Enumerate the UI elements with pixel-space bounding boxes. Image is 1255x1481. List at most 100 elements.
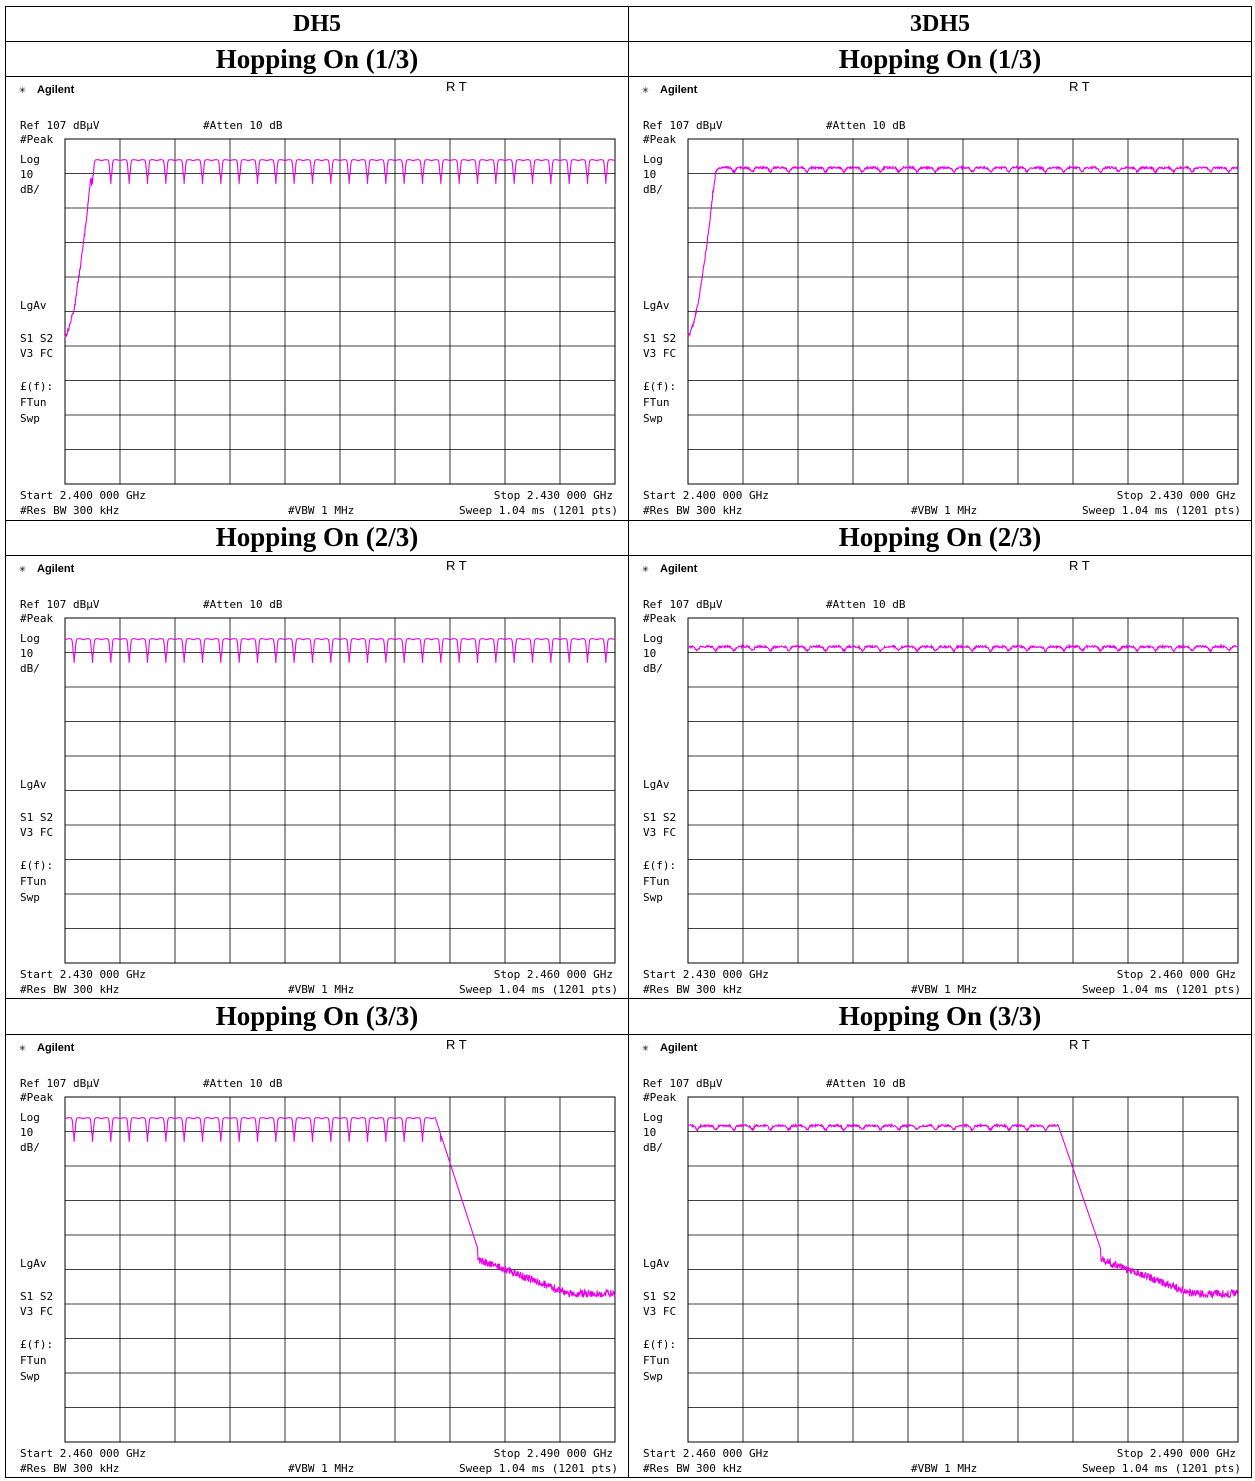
mode-label: R T (446, 79, 467, 94)
scale-unit-label: dB/ (643, 183, 663, 196)
rbw-label: #Res BW 300 kHz (20, 983, 119, 996)
start-frequency-label: Start 2.460 000 GHz (20, 1447, 146, 1460)
spectrum-plot-dh5-1: ✳ Agilent R T Ref 107 dBµV #Atten 10 dB #Peak… (5, 76, 629, 521)
scale-value-label: 10 (20, 647, 33, 660)
spectrum-trace-line (64, 159, 616, 338)
ref-level-label: Ref 107 dBµV (643, 1077, 723, 1090)
ffun-label: £(f): (20, 859, 53, 872)
ffun-label: £(f): (643, 1338, 676, 1351)
row-title-dh5-3: Hopping On (3/3) (5, 998, 629, 1035)
peak-label: #Peak (643, 612, 676, 625)
sweep-label: Sweep 1.04 ms (1201 pts) (459, 983, 618, 996)
swp-label: Swp (20, 412, 40, 425)
stop-frequency-label: Stop 2.460 000 GHz (1117, 968, 1236, 981)
column-header-3dh5: 3DH5 (628, 5, 1252, 43)
brand-label: Agilent (660, 1042, 698, 1054)
scale-value-label: 10 (643, 1126, 656, 1139)
rbw-label: #Res BW 300 kHz (20, 1462, 119, 1475)
mode-label: R T (446, 558, 467, 573)
rbw-label: #Res BW 300 kHz (643, 1462, 742, 1475)
scale-value-label: 10 (643, 647, 656, 660)
brand-label: Agilent (37, 563, 75, 575)
spectrum-trace-line (64, 1116, 616, 1298)
scale-unit-label: dB/ (20, 1141, 40, 1154)
spectrum-plot-dh5-3: ✳ Agilent R T Ref 107 dBµV #Atten 10 dB #Peak… (5, 1033, 629, 1479)
agilent-logo-icon: ✳ (642, 1041, 649, 1054)
s1s2-label: S1 S2 (20, 332, 53, 345)
atten-label: #Atten 10 dB (203, 1077, 283, 1090)
swp-label: Swp (643, 1370, 663, 1383)
sweep-label: Sweep 1.04 ms (1201 pts) (1082, 983, 1241, 996)
s1s2-label: S1 S2 (20, 1290, 53, 1303)
ftun-label: FTun (20, 875, 47, 888)
v3fc-label: V3 FC (20, 347, 53, 360)
mode-label: R T (1069, 79, 1090, 94)
agilent-logo-icon: ✳ (19, 83, 26, 96)
atten-label: #Atten 10 dB (826, 1077, 906, 1090)
scale-unit-label: dB/ (20, 183, 40, 196)
swp-label: Swp (20, 891, 40, 904)
mode-label: R T (446, 1037, 467, 1052)
s1s2-label: S1 S2 (643, 332, 676, 345)
ftun-label: FTun (643, 396, 670, 409)
peak-label: #Peak (20, 1091, 53, 1104)
start-frequency-label: Start 2.430 000 GHz (20, 968, 146, 981)
brand-label: Agilent (660, 84, 698, 96)
s1s2-label: S1 S2 (643, 811, 676, 824)
swp-label: Swp (20, 1370, 40, 1383)
stop-frequency-label: Stop 2.430 000 GHz (1117, 489, 1236, 502)
agilent-logo-icon: ✳ (19, 1041, 26, 1054)
stop-frequency-label: Stop 2.430 000 GHz (494, 489, 613, 502)
log-label: Log (20, 1111, 40, 1124)
agilent-logo-icon: ✳ (642, 83, 649, 96)
ffun-label: £(f): (643, 859, 676, 872)
v3fc-label: V3 FC (20, 1305, 53, 1318)
row-title-3dh5-3: Hopping On (3/3) (628, 998, 1252, 1035)
log-label: Log (643, 1111, 663, 1124)
s1s2-label: S1 S2 (20, 811, 53, 824)
stop-frequency-label: Stop 2.460 000 GHz (494, 968, 613, 981)
ftun-label: FTun (20, 396, 47, 409)
vbw-label: #VBW 1 MHz (288, 504, 354, 517)
sweep-label: Sweep 1.04 ms (1201 pts) (1082, 1462, 1241, 1475)
agilent-logo-icon: ✳ (19, 562, 26, 575)
brand-label: Agilent (37, 1042, 75, 1054)
spectrum-trace-line (64, 638, 616, 663)
v3fc-label: V3 FC (643, 1305, 676, 1318)
ffun-label: £(f): (643, 380, 676, 393)
vbw-label: #VBW 1 MHz (288, 1462, 354, 1475)
stop-frequency-label: Stop 2.490 000 GHz (494, 1447, 613, 1460)
spectrum-plot-3dh5-1: ✳ Agilent R T Ref 107 dBµV #Atten 10 dB #Peak… (628, 76, 1252, 521)
mode-label: R T (1069, 558, 1090, 573)
spectrum-trace-line (687, 643, 1239, 654)
ffun-label: £(f): (20, 1338, 53, 1351)
rbw-label: #Res BW 300 kHz (643, 504, 742, 517)
lgav-label: LgAv (20, 1257, 47, 1270)
scale-unit-label: dB/ (643, 662, 663, 675)
start-frequency-label: Start 2.400 000 GHz (643, 489, 769, 502)
ref-level-label: Ref 107 dBµV (643, 598, 723, 611)
swp-label: Swp (643, 412, 663, 425)
atten-label: #Atten 10 dB (826, 119, 906, 132)
v3fc-label: V3 FC (20, 826, 53, 839)
ffun-label: £(f): (20, 380, 53, 393)
rbw-label: #Res BW 300 kHz (20, 504, 119, 517)
scale-value-label: 10 (643, 168, 656, 181)
log-label: Log (20, 153, 40, 166)
scale-value-label: 10 (20, 1126, 33, 1139)
row-title-3dh5-2: Hopping On (2/3) (628, 519, 1252, 556)
v3fc-label: V3 FC (643, 347, 676, 360)
vbw-label: #VBW 1 MHz (288, 983, 354, 996)
scale-value-label: 10 (20, 168, 33, 181)
brand-label: Agilent (37, 84, 75, 96)
rbw-label: #Res BW 300 kHz (643, 983, 742, 996)
agilent-logo-icon: ✳ (642, 562, 649, 575)
ref-level-label: Ref 107 dBµV (643, 119, 723, 132)
sweep-label: Sweep 1.04 ms (1201 pts) (459, 504, 618, 517)
vbw-label: #VBW 1 MHz (911, 504, 977, 517)
log-label: Log (20, 632, 40, 645)
brand-label: Agilent (660, 563, 698, 575)
atten-label: #Atten 10 dB (203, 119, 283, 132)
log-label: Log (643, 632, 663, 645)
log-label: Log (643, 153, 663, 166)
